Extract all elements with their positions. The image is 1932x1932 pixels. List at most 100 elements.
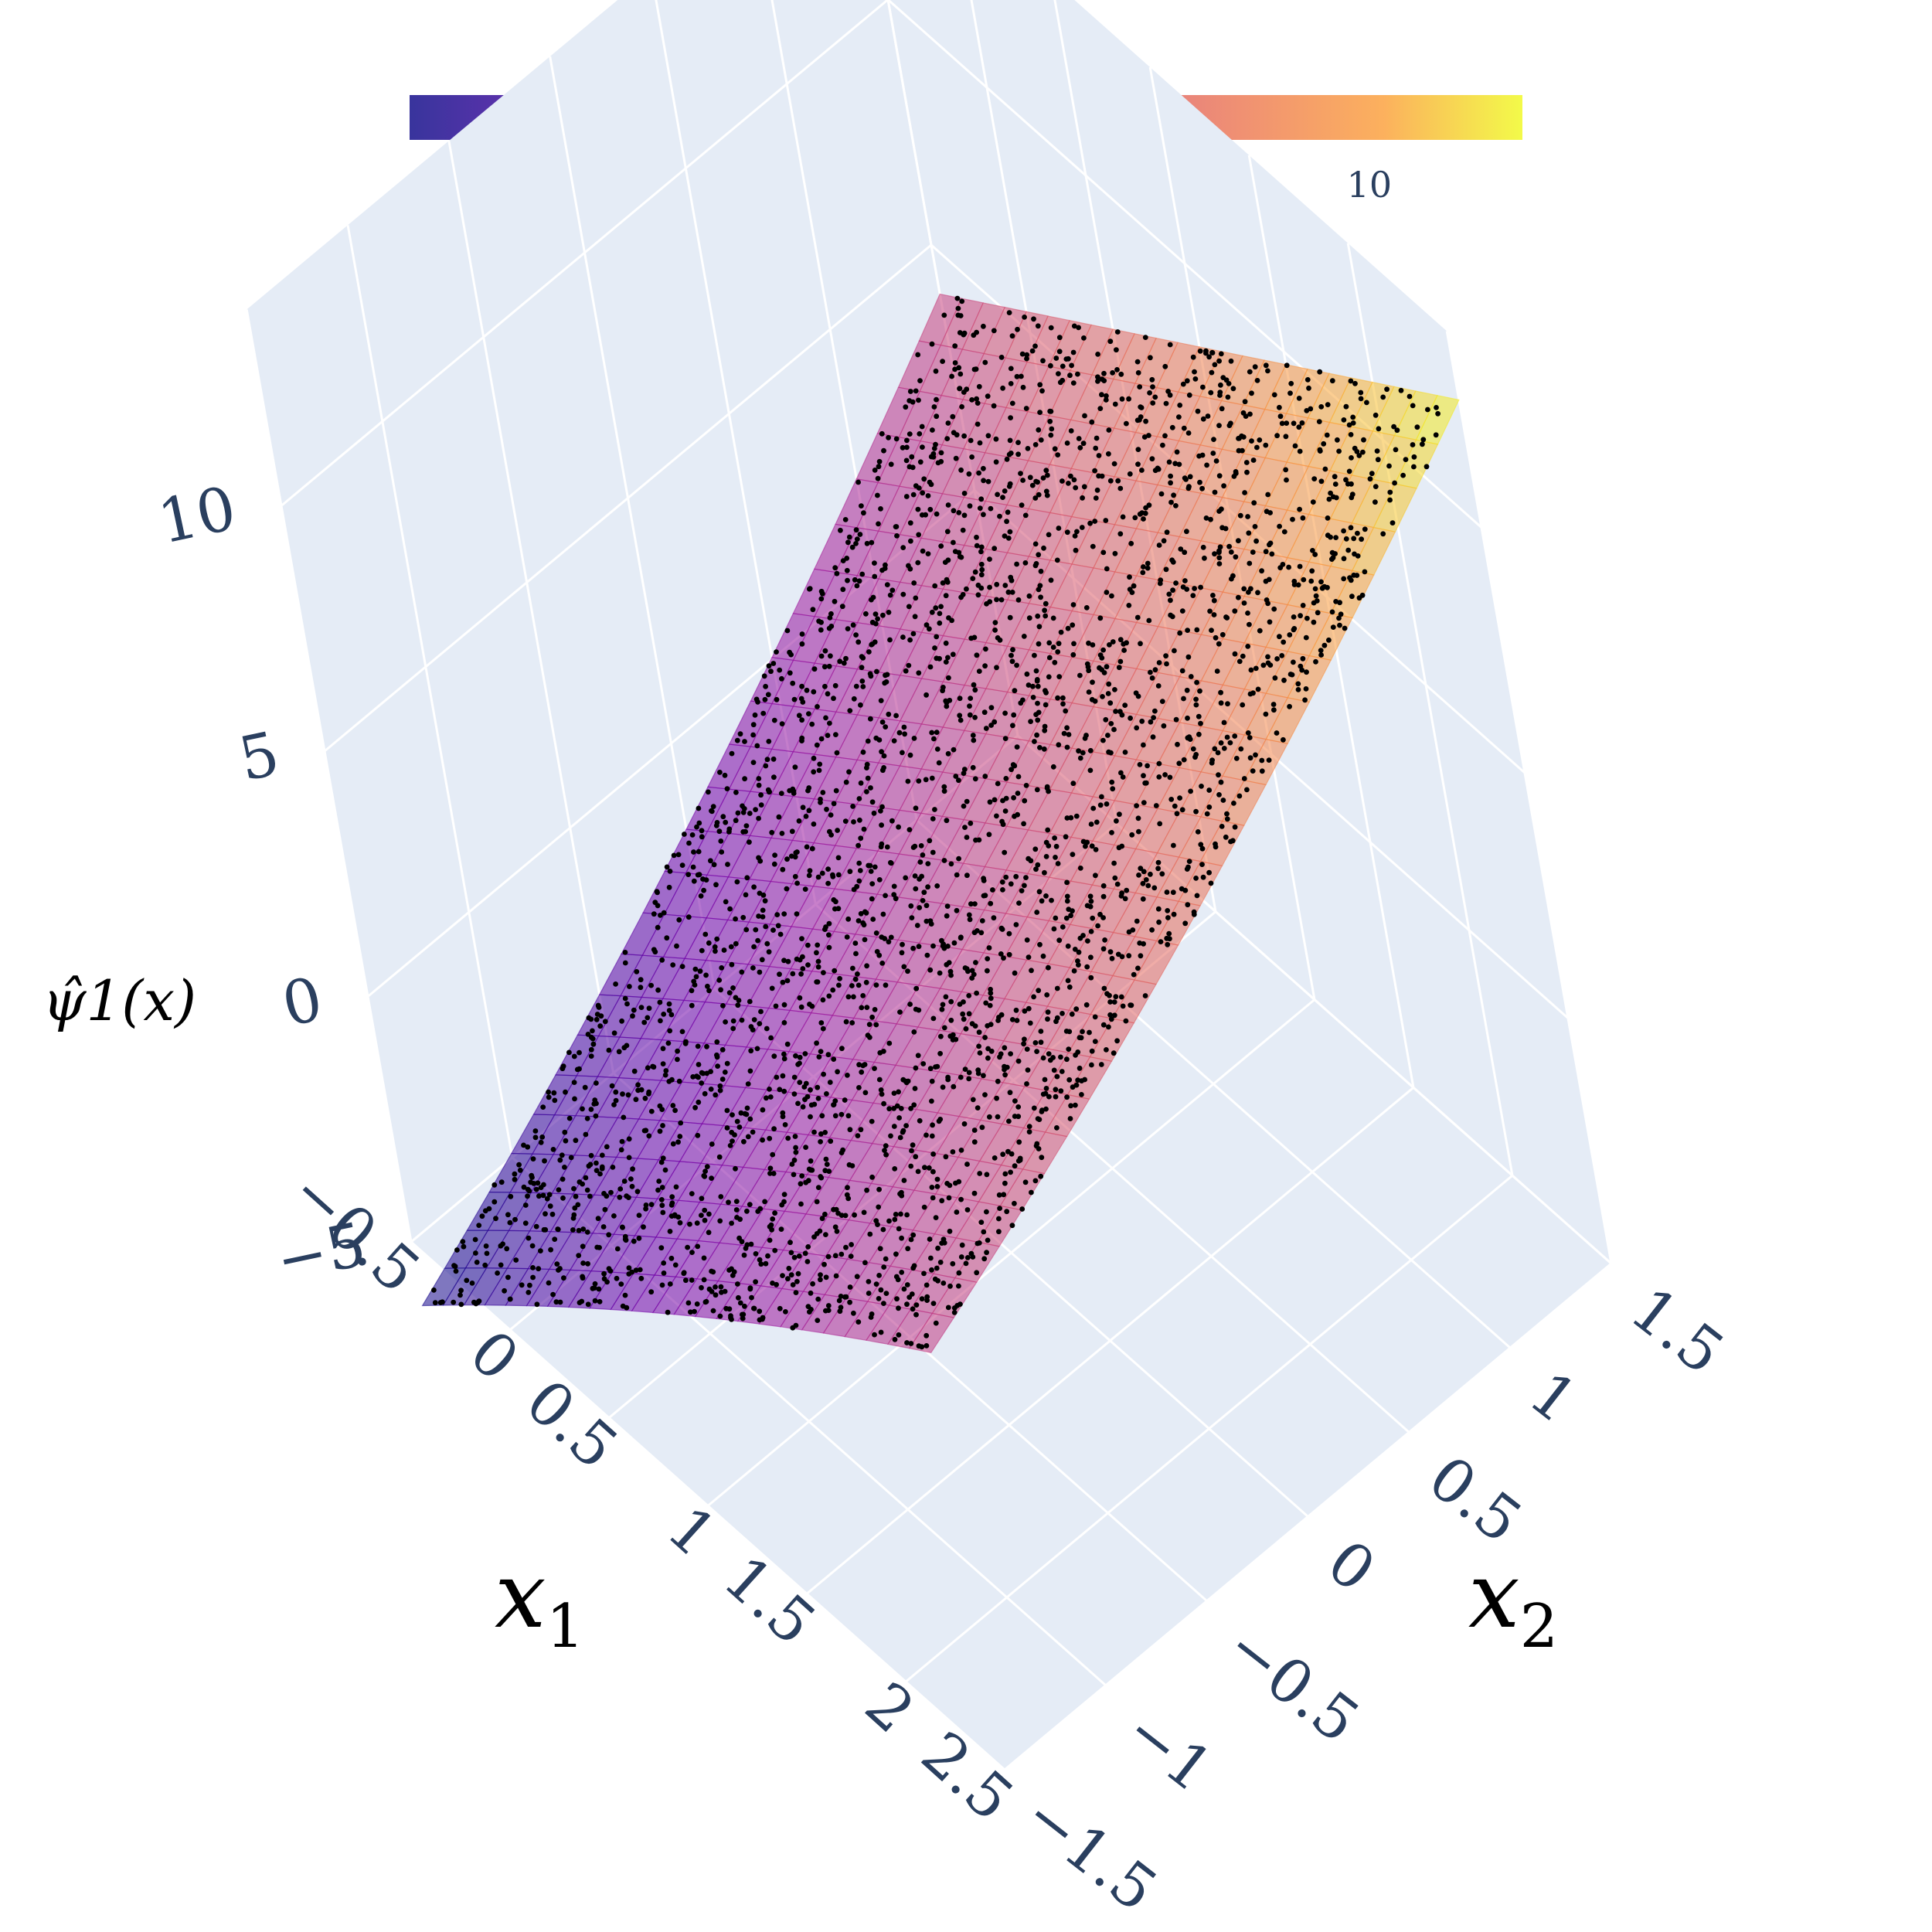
scatter-point [457, 1292, 463, 1298]
scatter-point [541, 1226, 547, 1233]
scatter-point [797, 957, 803, 963]
scatter-point [1122, 702, 1128, 708]
scatter-point [1019, 502, 1025, 508]
scatter-point [1100, 694, 1105, 699]
scatter-point [914, 923, 920, 928]
scatter-point [819, 870, 825, 876]
scatter-point [933, 368, 939, 374]
scatter-point [1029, 348, 1036, 354]
scatter-point [530, 1265, 536, 1270]
scatter-point [1158, 577, 1164, 583]
scatter-point [781, 1088, 787, 1094]
scatter-point [1185, 654, 1192, 660]
scatter-point [1097, 802, 1104, 808]
scatter-point [757, 1308, 763, 1315]
scatter-point [1362, 569, 1368, 575]
scatter-point [1037, 941, 1043, 947]
scatter-point [852, 976, 859, 982]
scatter-point [1060, 377, 1066, 383]
scatter-point [1147, 390, 1152, 396]
scatter-point [660, 1209, 666, 1216]
scatter-point [957, 1074, 964, 1080]
scatter-point [856, 878, 862, 884]
scatter-point [1106, 681, 1112, 687]
scatter-point [893, 1212, 899, 1217]
scatter-point [1185, 715, 1190, 721]
scatter-point [753, 696, 760, 702]
scatter-point [617, 1186, 624, 1192]
scatter-point [876, 877, 883, 883]
scatter-point [586, 1163, 592, 1169]
scatter-point [716, 828, 723, 835]
scatter-point [1218, 779, 1224, 785]
scatter-point [981, 709, 988, 716]
scatter-point [861, 922, 867, 928]
scatter-point [846, 1162, 852, 1168]
scatter-point [998, 925, 1005, 931]
scatter-point [526, 1188, 532, 1194]
scatter-point [833, 1206, 839, 1213]
scatter-point [1027, 474, 1033, 481]
scatter-point [593, 1113, 599, 1119]
scatter-point [504, 1246, 510, 1252]
scatter-point [1107, 999, 1113, 1005]
scatter-point [880, 612, 886, 618]
scatter-point [887, 592, 893, 598]
scatter-point [1040, 358, 1046, 364]
scatter-point [924, 1298, 930, 1303]
scatter-point [486, 1206, 492, 1212]
scatter-point [1317, 369, 1323, 375]
scatter-point [774, 912, 781, 917]
scatter-point [695, 872, 701, 878]
scatter-point [839, 1046, 845, 1052]
scatter-point [872, 1332, 877, 1338]
scatter-point [754, 743, 760, 749]
z-axis-title: ψ̂1(x) [43, 968, 196, 1033]
scatter-point [689, 1002, 695, 1009]
scatter-point [1150, 400, 1156, 406]
scatter-point [1035, 683, 1041, 689]
scatter-point [1030, 695, 1036, 700]
scatter-point [1044, 492, 1050, 498]
scatter-point [1070, 602, 1077, 607]
scatter-point [676, 1078, 682, 1084]
scatter-point [646, 1091, 651, 1097]
scatter-point [794, 911, 800, 917]
scatter-point [795, 1270, 801, 1277]
scatter-point [659, 1202, 665, 1209]
scatter-point [1219, 631, 1226, 638]
scatter-point [1237, 512, 1243, 519]
scatter-point [900, 634, 906, 640]
scatter-point [859, 654, 865, 660]
scatter-point [689, 1191, 695, 1196]
scatter-point [1122, 750, 1128, 755]
scatter-point [657, 999, 663, 1005]
scatter-point [991, 403, 997, 409]
scatter-point [809, 845, 815, 852]
scatter-point [1031, 1105, 1037, 1111]
scatter-point [1304, 377, 1311, 383]
scatter-point [969, 454, 975, 460]
scatter-point [838, 1111, 845, 1117]
scatter-point [1038, 1173, 1044, 1179]
scatter-point [971, 366, 978, 372]
scatter-point [1023, 875, 1029, 880]
scatter-point [668, 1012, 675, 1018]
scatter-point [1046, 640, 1053, 646]
scatter-point [628, 1176, 634, 1182]
scatter-point [925, 551, 931, 556]
scatter-point [454, 1247, 460, 1253]
scatter-point [1274, 433, 1280, 439]
scatter-point [1168, 480, 1173, 486]
scatter-point [1174, 811, 1180, 817]
scatter-point [714, 1039, 720, 1045]
scatter-point [1330, 494, 1336, 500]
scatter-point [1142, 510, 1148, 516]
scatter-point [850, 804, 855, 809]
scatter-point [620, 1091, 625, 1097]
scatter-point [642, 1095, 648, 1101]
scatter-point [538, 1248, 543, 1253]
scatter-point [859, 1005, 865, 1011]
scatter-point [991, 328, 997, 334]
scatter-point [951, 940, 957, 946]
